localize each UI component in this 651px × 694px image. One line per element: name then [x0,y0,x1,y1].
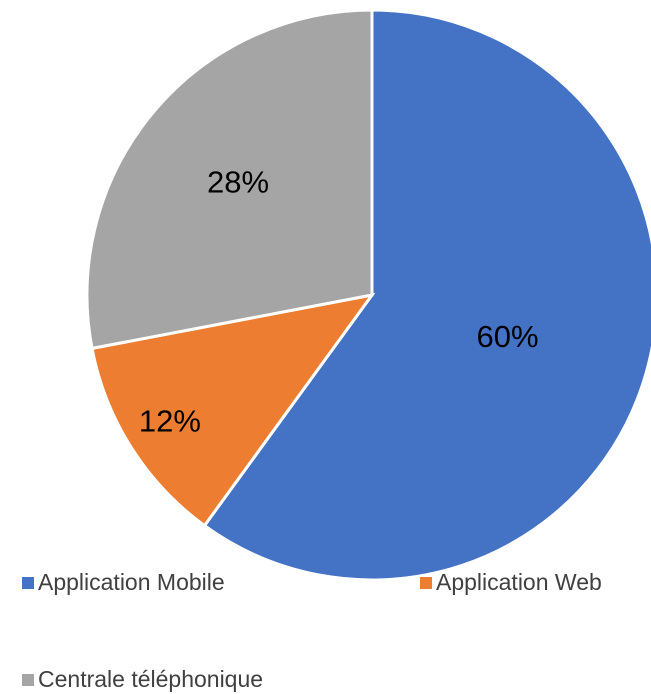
pie-slice [85,8,374,351]
pie-slice [202,8,651,582]
legend-swatch [22,674,34,686]
legend-swatch [22,577,34,589]
data-label: 28% [207,164,269,199]
data-label: 60% [477,319,539,354]
data-label: 12% [139,403,201,438]
legend-label: Application Web [436,569,602,595]
legend-swatch [420,577,432,589]
legend-label: Centrale téléphonique [38,666,263,692]
legend-label: Application Mobile [38,569,225,595]
pie-slice [90,292,376,528]
